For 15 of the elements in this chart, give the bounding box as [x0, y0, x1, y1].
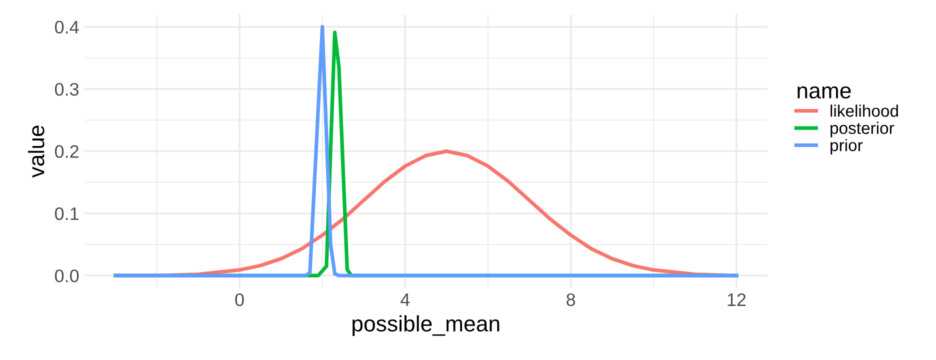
legend-title: name — [798, 86, 851, 99]
legend-label: likelihood — [830, 104, 898, 117]
x-tick-label: 12 — [728, 293, 746, 306]
x-axis-title: possible_mean — [352, 315, 500, 336]
legend-label: prior — [830, 138, 863, 155]
y-tick-label: 0.1 — [54, 207, 78, 220]
y-axis-title: value — [28, 126, 44, 178]
x-tick-label: 0 — [235, 293, 244, 306]
y-tick-label: 0.0 — [54, 270, 79, 282]
y-tick-label: 0.2 — [54, 145, 78, 158]
y-tick-label: 0.4 — [54, 20, 79, 34]
x-tick-label: 8 — [566, 293, 576, 306]
y-tick-label: 0.3 — [54, 82, 79, 96]
x-tick-label: 4 — [400, 294, 410, 306]
legend-label: posterior — [830, 122, 894, 138]
